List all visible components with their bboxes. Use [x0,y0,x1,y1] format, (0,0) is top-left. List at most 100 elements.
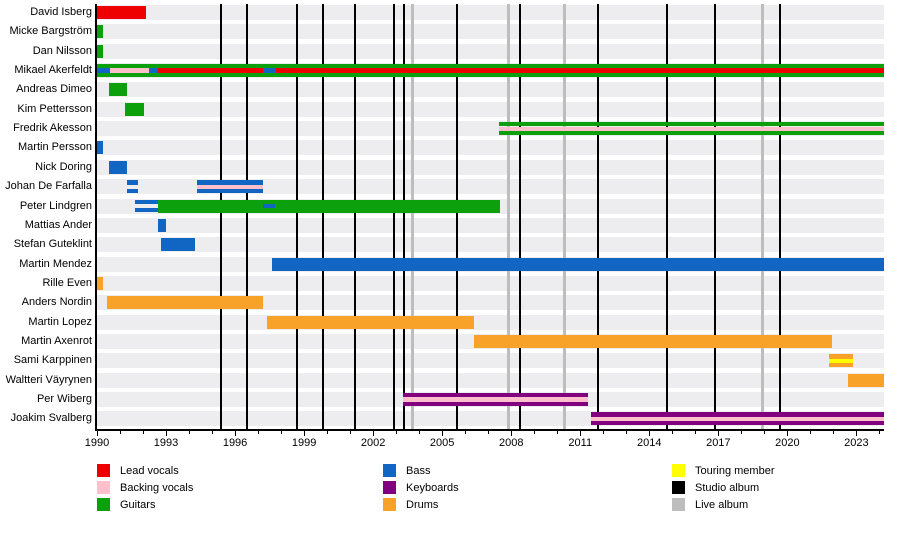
member-label: Anders Nordin [21,296,92,309]
timeline-bar-segment-backing_vocals [403,397,589,402]
x-axis-major-tick [235,431,237,436]
timeline-bar-segment-guitars [97,25,103,39]
x-axis-minor-tick [327,431,329,434]
member-label: Mattias Ander [24,218,92,231]
x-axis-minor-tick [833,431,835,434]
timeline-bar-segment-bass [126,188,139,194]
x-axis-major-tick [787,431,789,436]
x-axis-major-tick [856,431,858,436]
legend-label-guitars: Guitars [120,499,156,511]
x-axis-minor-tick [695,431,697,434]
timeline-bar-segment-keyboards [590,421,884,426]
x-axis-minor-tick [672,431,674,434]
member-row-band [96,295,884,311]
member-row-band [96,237,884,253]
x-axis-minor-tick [281,431,283,434]
timeline-bar-segment-bass [97,141,103,155]
legend-swatch-drums [383,498,396,511]
x-axis-tick-label: 2023 [844,437,869,449]
x-axis-tick-label: 2014 [637,437,662,449]
x-axis-major-tick [580,431,582,436]
legend-swatch-bass [383,464,396,477]
x-axis-tick-label: 2005 [429,437,455,449]
member-label: Martin Axenrot [21,334,92,347]
timeline-bar-segment-bass [134,208,158,213]
timeline-bar-segment-guitars [498,130,884,136]
x-axis-tick-label: 2020 [775,437,800,449]
plot-left-border [95,4,97,430]
timeline-bar-segment-backing_vocals [498,126,884,131]
x-axis-minor-tick [810,431,812,434]
x-axis [95,429,884,431]
timeline-bar-segment-bass [134,199,158,204]
timeline-bar-segment-bass [161,238,195,252]
legend-swatch-backing_vocals [97,481,110,494]
timeline-bar-segment-bass [148,68,158,73]
timeline-bar-segment-guitars [97,72,884,78]
x-axis-minor-tick [189,431,191,434]
member-row-band [96,179,884,195]
member-row-band [96,372,884,388]
x-axis-minor-tick [879,431,881,434]
member-row-band [96,217,884,233]
x-axis-minor-tick [258,431,260,434]
x-axis-minor-tick [350,431,352,434]
timeline-bar-segment-guitars [97,64,884,69]
timeline-bar-segment-bass [126,180,139,185]
studio-album-line [353,4,356,429]
timeline-bar-segment-keyboards [403,393,589,398]
x-axis-minor-tick [557,431,559,434]
timeline-bar-segment-guitars [498,122,884,127]
member-row-band [96,159,884,175]
x-axis-minor-tick [465,431,467,434]
studio-album-line [220,4,223,429]
member-label: Dan Nilsson [32,44,92,57]
timeline-bar-segment-bass [262,203,276,209]
x-axis-tick-label: 2011 [568,437,593,449]
studio-album-line [456,4,459,429]
x-axis-major-tick [373,431,375,436]
member-label: Nick Doring [35,160,92,173]
timeline-bar-segment-lead_vocals [97,6,147,19]
timeline-bar-segment-touring [828,358,853,364]
legend-swatch-keyboards [383,481,396,494]
x-axis-minor-tick [488,431,490,434]
member-label: Johan De Farfalla [5,180,92,193]
x-axis-minor-tick [764,431,766,434]
legend-label-bass: Bass [406,465,431,477]
member-label: Joakim Svalberg [10,412,92,425]
x-axis-minor-tick [212,431,214,434]
member-row-band [96,82,884,98]
live-album-line [507,4,511,429]
x-axis-minor-tick [626,431,628,434]
member-label: Waltteri Väyrynen [5,373,92,386]
x-axis-tick-label: 2008 [498,437,524,449]
member-row-band [96,24,884,40]
timeline-bar-segment-drums [107,296,263,310]
member-row-band [96,140,884,156]
studio-album-line [403,4,406,429]
timeline-bar-segment-lead_vocals [157,68,884,73]
timeline-bar-segment-drums [828,354,853,359]
x-axis-major-tick [166,431,168,436]
studio-album-line [519,4,522,429]
member-label: Kim Pettersson [17,102,92,115]
timeline-bar-segment-bass [157,218,167,232]
studio-album-line [665,4,668,429]
member-row-band [96,101,884,117]
timeline-bar-segment-bass [262,68,277,73]
member-label: Martin Mendez [19,257,92,270]
x-axis-tick-label: 1990 [84,437,110,449]
legend-label-lead_vocals: Lead vocals [120,465,179,477]
member-label: Fredrik Akesson [13,122,92,135]
member-row-band [96,314,884,330]
timeline-bar-segment-guitars [97,44,103,58]
timeline-bar-segment-bass [97,68,110,73]
timeline-bar-segment-drums [828,363,853,368]
member-label: David Isberg [30,6,92,18]
member-row-band [96,275,884,291]
studio-album-line [392,4,395,429]
member-label: Stefan Guteklint [13,238,92,251]
legend-label-backing_vocals: Backing vocals [120,482,194,494]
